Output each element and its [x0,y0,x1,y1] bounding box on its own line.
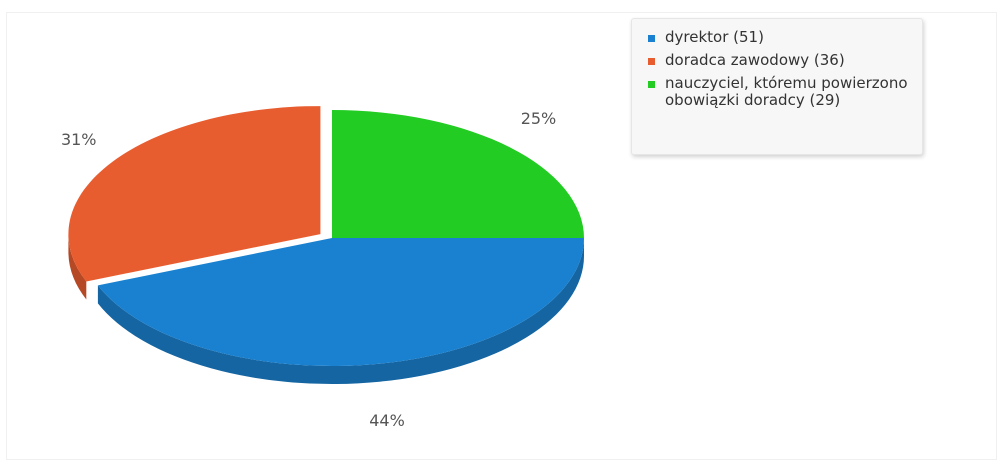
pie-slice-1 [68,106,321,300]
legend-item-2: nauczyciel, któremu powierzono obowiązki… [648,75,912,109]
pie-slice-side-1 [68,234,87,300]
legend: dyrektor (51) doradca zawodowy (36) nauczy… [631,18,923,155]
legend-item-1: doradca zawodowy (36) [648,52,912,69]
pie-percent-label-2: 25% [521,109,557,128]
legend-swatch-0 [648,35,655,42]
legend-swatch-2 [648,81,655,88]
legend-swatch-1 [648,58,655,65]
pie-slice-top-1 [68,106,321,282]
legend-item-0: dyrektor (51) [648,29,912,46]
pie-percent-label-1: 31% [61,130,97,149]
legend-label-0: dyrektor (51) [665,28,764,46]
pie-percent-label-0: 44% [369,411,405,430]
pie-slice-top-2 [332,110,584,238]
pie-percent-labels: 25% 31% 44% [61,109,556,430]
pie-slices [68,106,585,385]
pie-slice-2 [332,110,584,238]
legend-label-1: doradca zawodowy (36) [665,51,845,69]
pie-slice-top-0 [97,238,585,367]
pie-slice-0 [97,238,585,385]
chart-frame [6,12,997,460]
legend-label-2: nauczyciel, któremu powierzono obowiązki… [665,74,908,109]
